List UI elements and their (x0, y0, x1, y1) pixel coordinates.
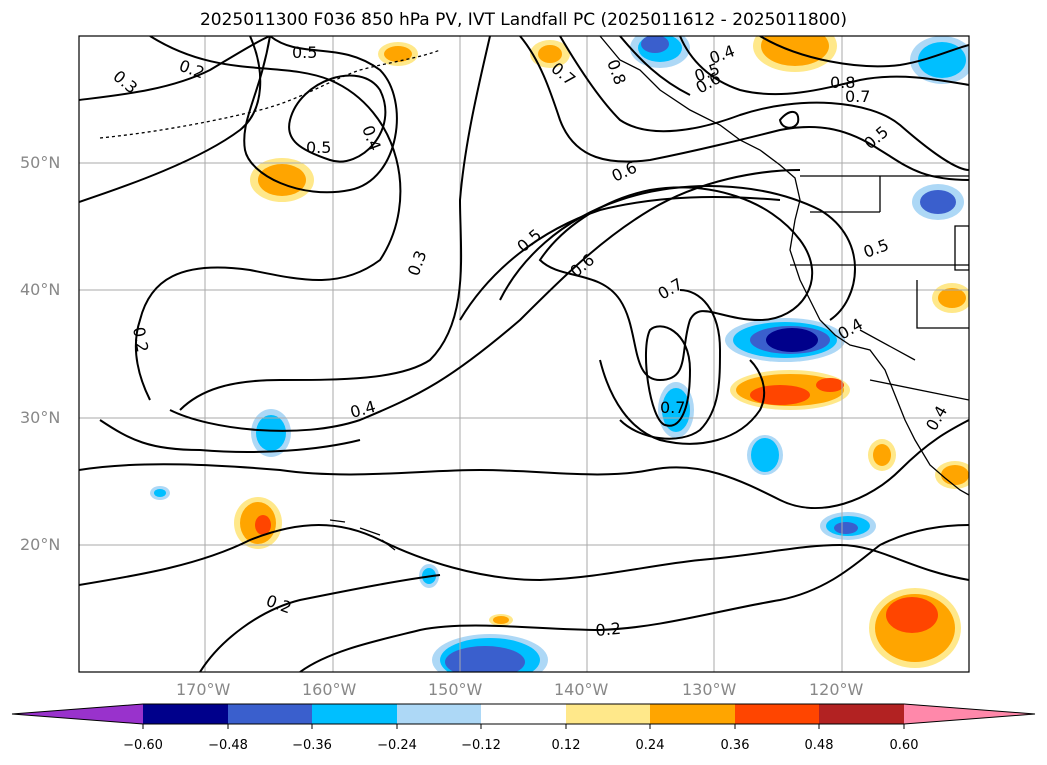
colorbar-tick-label: −0.24 (377, 738, 417, 753)
map-frame (78, 35, 970, 673)
lon-label: 130°W (682, 680, 737, 699)
graticule (79, 36, 969, 672)
map-background (79, 36, 969, 672)
colorbar-extend-high (904, 704, 1035, 724)
colorbar-tick-label: −0.12 (461, 738, 501, 753)
contours (79, 36, 969, 672)
colorbar-tick-label: 0.24 (635, 738, 665, 753)
lat-label: 50°N (20, 153, 61, 172)
lon-label: 120°W (809, 680, 864, 699)
colorbar-tick-label: 0.36 (720, 738, 750, 753)
lat-label: 20°N (20, 535, 61, 554)
lon-label: 160°W (302, 680, 357, 699)
contour-label: 0.5 (306, 138, 331, 157)
map-title: 2025011300 F036 850 hPa PV, IVT Landfall… (199, 10, 847, 30)
colorbar-extend-low (12, 704, 143, 724)
colorbar-tick-label: −0.60 (123, 738, 163, 753)
colorbar (11, 703, 1036, 729)
colorbar-tick-label: 0.48 (804, 738, 834, 753)
contour-label: 0.8 (830, 73, 855, 92)
lat-label: 30°N (20, 408, 61, 427)
colorbar-tick-label: −0.48 (208, 738, 248, 753)
shade-warm (258, 164, 306, 196)
colorbar-tick-label: 0.60 (889, 738, 919, 753)
colorbar-tick-label: −0.36 (292, 738, 332, 753)
lat-label: 40°N (20, 280, 61, 299)
coastlines (99, 36, 969, 551)
lon-label: 150°W (428, 680, 483, 699)
contour-label: 0.5 (292, 43, 317, 62)
contour-label: 0.2 (595, 619, 622, 640)
contour-label: 0.2 (129, 325, 152, 353)
lon-label: 170°W (176, 680, 231, 699)
contour-label: 0.7 (845, 87, 870, 106)
contour-label: 0.7 (660, 398, 685, 417)
colorbar-tick-label: 0.12 (551, 738, 581, 753)
lon-label: 140°W (554, 680, 609, 699)
